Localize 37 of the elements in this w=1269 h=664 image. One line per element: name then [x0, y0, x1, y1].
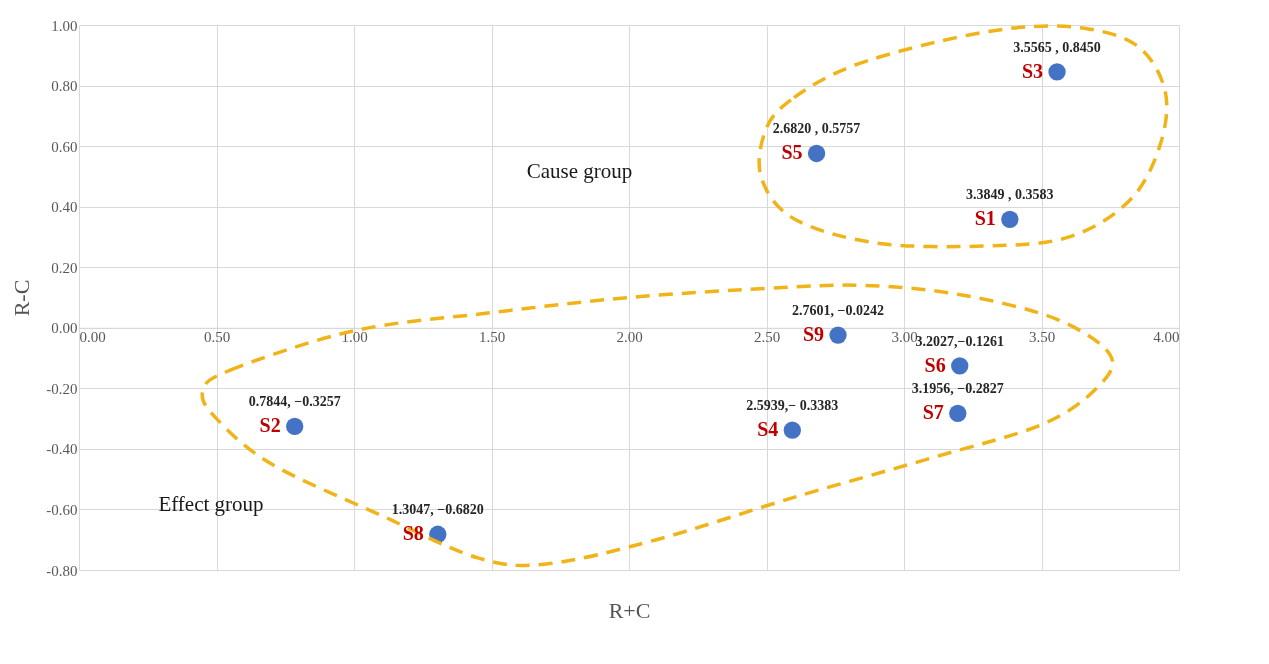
y-tick-label: 1.00 — [51, 17, 78, 34]
x-tick-label: 1.50 — [478, 329, 506, 346]
data-label: 2.5939,− 0.3383 — [746, 398, 839, 414]
y-tick-label: 0.60 — [51, 138, 78, 155]
annotation: Cause group — [526, 159, 633, 184]
annotation: S6 — [924, 353, 946, 376]
y-tick-label: -0.80 — [46, 562, 78, 579]
data-label: 1.3047, −0.6820 — [391, 502, 484, 518]
y-tick-label: -0.60 — [46, 501, 78, 518]
annotation: S1 — [974, 207, 996, 230]
data-label: 3.5565 , 0.8450 — [1013, 39, 1101, 55]
x-tick-label: 4.00 — [1153, 329, 1180, 346]
x-tick-label: 0.50 — [203, 329, 231, 346]
annotation: Effect group — [158, 491, 264, 516]
x-tick-label: 3.50 — [1028, 329, 1056, 346]
x-tick-label: 2.00 — [616, 329, 643, 346]
y-tick-label: -0.20 — [46, 380, 78, 397]
y-tick-label: 0.80 — [51, 78, 78, 95]
annotation: S2 — [259, 414, 281, 437]
x-tick-label: 2.50 — [753, 329, 781, 346]
annotation: S7 — [922, 401, 944, 424]
x-tick-label: 0.00 — [79, 329, 106, 346]
data-label: 2.6820 , 0.5757 — [772, 121, 861, 137]
annotation: S4 — [757, 418, 779, 441]
y-tick-label: 0.20 — [51, 259, 78, 276]
y-axis-title: R-C — [9, 279, 35, 317]
data-label: 3.3849 , 0.3583 — [966, 187, 1054, 203]
data-label: 0.7844, −0.3257 — [248, 394, 341, 410]
x-axis-title: R+C — [608, 597, 651, 623]
annotation: S3 — [1021, 59, 1044, 82]
data-label: 3.1956, −0.2827 — [911, 381, 1004, 397]
y-tick-label: 0.40 — [51, 199, 78, 216]
annotation: S5 — [781, 141, 803, 164]
y-tick-label: -0.40 — [46, 441, 78, 458]
annotation: S9 — [802, 323, 825, 346]
x-tick-label: 1.00 — [341, 329, 368, 346]
data-label: 2.7601, −0.0242 — [792, 303, 885, 319]
